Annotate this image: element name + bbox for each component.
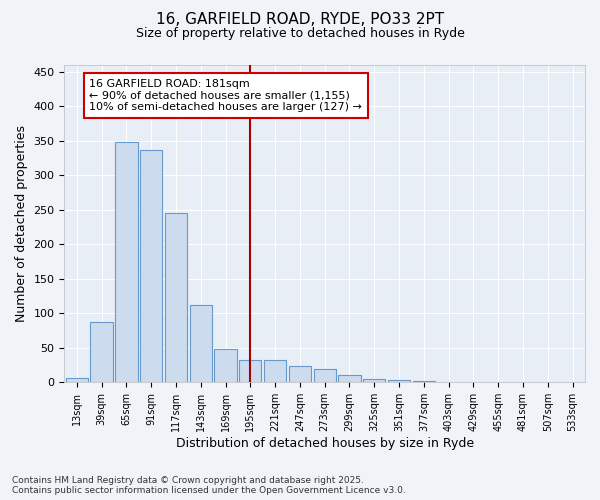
Bar <box>338 376 361 382</box>
Bar <box>115 142 137 382</box>
Bar <box>239 360 262 382</box>
Bar <box>314 368 336 382</box>
Bar <box>413 381 435 382</box>
Y-axis label: Number of detached properties: Number of detached properties <box>15 125 28 322</box>
Bar <box>289 366 311 382</box>
Bar <box>388 380 410 382</box>
Text: Size of property relative to detached houses in Ryde: Size of property relative to detached ho… <box>136 28 464 40</box>
Bar <box>165 212 187 382</box>
Text: 16, GARFIELD ROAD, RYDE, PO33 2PT: 16, GARFIELD ROAD, RYDE, PO33 2PT <box>156 12 444 28</box>
Bar <box>65 378 88 382</box>
Bar <box>190 305 212 382</box>
Text: Contains HM Land Registry data © Crown copyright and database right 2025.
Contai: Contains HM Land Registry data © Crown c… <box>12 476 406 495</box>
Text: 16 GARFIELD ROAD: 181sqm
← 90% of detached houses are smaller (1,155)
10% of sem: 16 GARFIELD ROAD: 181sqm ← 90% of detach… <box>89 79 362 112</box>
X-axis label: Distribution of detached houses by size in Ryde: Distribution of detached houses by size … <box>176 437 474 450</box>
Bar <box>363 379 385 382</box>
Bar <box>264 360 286 382</box>
Bar <box>91 322 113 382</box>
Bar <box>214 348 236 382</box>
Bar <box>140 150 163 382</box>
